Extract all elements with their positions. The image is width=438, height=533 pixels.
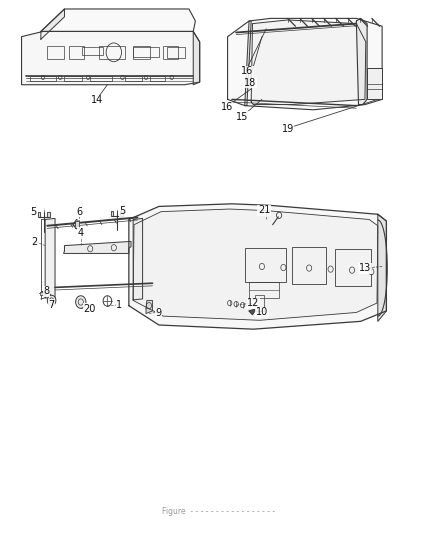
Bar: [30, 76, 56, 81]
Circle shape: [76, 296, 86, 308]
Bar: [167, 47, 185, 58]
Text: 7: 7: [49, 300, 55, 310]
Bar: [292, 247, 326, 284]
Bar: [39, 292, 44, 295]
Polygon shape: [357, 19, 367, 104]
Text: 20: 20: [83, 304, 95, 314]
Bar: [90, 76, 112, 81]
Bar: [124, 76, 142, 81]
Bar: [163, 46, 178, 59]
Text: 15: 15: [237, 111, 249, 122]
Text: 8: 8: [43, 286, 49, 296]
Text: 21: 21: [258, 205, 270, 215]
Polygon shape: [64, 241, 131, 254]
Bar: [133, 46, 150, 59]
Text: 14: 14: [91, 95, 103, 106]
Bar: [150, 76, 166, 81]
Polygon shape: [193, 31, 200, 85]
Bar: [133, 47, 159, 56]
Bar: [64, 76, 81, 81]
Polygon shape: [38, 212, 40, 217]
Text: 16: 16: [241, 66, 253, 76]
Polygon shape: [41, 9, 195, 31]
Bar: [255, 295, 264, 311]
Bar: [81, 47, 103, 55]
Text: 5: 5: [119, 206, 126, 216]
Polygon shape: [133, 209, 378, 320]
Bar: [335, 249, 371, 286]
Text: Figure  - - - - - - - - - - - - - - - - -: Figure - - - - - - - - - - - - - - - - -: [162, 507, 276, 516]
Text: 12: 12: [247, 298, 260, 308]
Text: 18: 18: [244, 78, 256, 87]
Text: 10: 10: [256, 308, 268, 318]
Polygon shape: [251, 20, 366, 104]
Text: 19: 19: [282, 124, 294, 134]
Polygon shape: [245, 21, 251, 106]
Polygon shape: [133, 219, 143, 300]
Polygon shape: [45, 219, 55, 298]
Bar: [69, 46, 84, 59]
Text: 5: 5: [31, 207, 37, 217]
Polygon shape: [41, 9, 64, 39]
Polygon shape: [129, 204, 386, 329]
Polygon shape: [47, 212, 50, 217]
Bar: [47, 46, 64, 59]
Polygon shape: [120, 211, 123, 216]
Text: 6: 6: [77, 207, 82, 216]
Text: 2: 2: [31, 238, 38, 247]
Bar: [75, 221, 80, 228]
Text: 1: 1: [117, 300, 123, 310]
Polygon shape: [228, 19, 382, 110]
Bar: [249, 282, 279, 298]
Polygon shape: [111, 211, 113, 216]
Circle shape: [47, 295, 56, 306]
Polygon shape: [146, 301, 152, 313]
Bar: [367, 68, 382, 99]
Text: 9: 9: [156, 308, 162, 318]
Text: 16: 16: [221, 102, 233, 112]
Polygon shape: [21, 31, 200, 85]
Bar: [245, 248, 286, 282]
Polygon shape: [249, 309, 255, 314]
Text: 4: 4: [78, 228, 84, 238]
Bar: [99, 46, 124, 59]
Text: 13: 13: [359, 263, 371, 273]
Polygon shape: [378, 214, 386, 321]
